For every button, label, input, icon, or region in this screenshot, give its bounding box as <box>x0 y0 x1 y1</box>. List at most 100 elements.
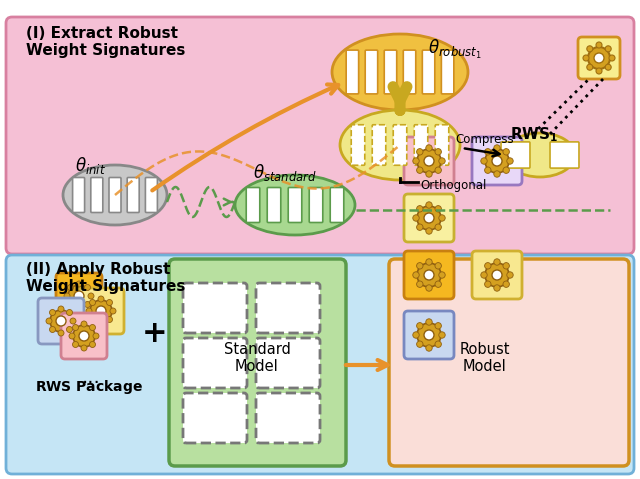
Circle shape <box>484 167 491 173</box>
Circle shape <box>84 285 90 291</box>
Circle shape <box>503 148 509 155</box>
Circle shape <box>72 342 79 347</box>
Circle shape <box>435 205 442 212</box>
Circle shape <box>494 145 500 151</box>
Circle shape <box>494 285 500 291</box>
Circle shape <box>435 224 442 230</box>
FancyBboxPatch shape <box>61 313 107 359</box>
Circle shape <box>413 332 419 338</box>
Circle shape <box>439 215 445 221</box>
Circle shape <box>494 259 500 265</box>
Circle shape <box>417 224 423 230</box>
Text: $\theta_{init}$: $\theta_{init}$ <box>75 155 106 176</box>
Text: Standard
Model: Standard Model <box>223 342 291 374</box>
FancyBboxPatch shape <box>550 142 579 168</box>
FancyBboxPatch shape <box>145 178 157 213</box>
Circle shape <box>98 320 104 326</box>
Circle shape <box>507 272 513 278</box>
FancyBboxPatch shape <box>169 259 346 466</box>
Circle shape <box>435 341 442 347</box>
Circle shape <box>76 305 82 311</box>
Circle shape <box>424 156 434 166</box>
FancyBboxPatch shape <box>472 137 522 185</box>
FancyBboxPatch shape <box>372 125 386 165</box>
FancyBboxPatch shape <box>442 50 454 94</box>
Circle shape <box>417 323 441 347</box>
Circle shape <box>417 167 423 173</box>
Circle shape <box>507 158 513 164</box>
FancyBboxPatch shape <box>246 187 260 223</box>
Text: $\theta_{robust_1}$: $\theta_{robust_1}$ <box>428 38 482 61</box>
Circle shape <box>492 270 502 280</box>
FancyBboxPatch shape <box>472 251 522 299</box>
Circle shape <box>67 309 72 316</box>
Circle shape <box>56 316 66 326</box>
FancyBboxPatch shape <box>127 178 140 213</box>
Text: +: + <box>142 319 168 347</box>
FancyBboxPatch shape <box>183 393 247 443</box>
FancyBboxPatch shape <box>6 255 634 474</box>
Ellipse shape <box>340 110 460 180</box>
FancyBboxPatch shape <box>404 194 454 242</box>
Circle shape <box>583 55 589 61</box>
Circle shape <box>417 262 423 269</box>
Text: $\mathbf{RWS_1}$: $\mathbf{RWS_1}$ <box>510 125 558 144</box>
Circle shape <box>426 319 432 325</box>
Circle shape <box>67 327 72 332</box>
Circle shape <box>494 171 500 177</box>
Circle shape <box>439 272 445 278</box>
Circle shape <box>596 68 602 74</box>
FancyBboxPatch shape <box>435 125 449 165</box>
Circle shape <box>503 167 509 173</box>
Circle shape <box>417 206 441 230</box>
Circle shape <box>90 317 95 322</box>
Circle shape <box>426 202 432 208</box>
Circle shape <box>426 228 432 234</box>
FancyBboxPatch shape <box>578 37 620 79</box>
FancyBboxPatch shape <box>404 137 454 185</box>
Circle shape <box>64 293 70 299</box>
Circle shape <box>88 293 94 299</box>
Circle shape <box>86 308 92 314</box>
FancyBboxPatch shape <box>288 187 302 223</box>
Circle shape <box>609 55 615 61</box>
Text: (I) Extract Robust
Weight Signatures: (I) Extract Robust Weight Signatures <box>26 26 186 58</box>
Circle shape <box>426 145 432 151</box>
Circle shape <box>90 299 95 306</box>
Text: (II) Apply Robust
Weight Signatures: (II) Apply Robust Weight Signatures <box>26 262 186 295</box>
Circle shape <box>485 149 509 173</box>
FancyBboxPatch shape <box>91 178 103 213</box>
Circle shape <box>110 308 116 314</box>
FancyBboxPatch shape <box>404 311 454 359</box>
Circle shape <box>73 325 95 347</box>
Circle shape <box>72 324 79 331</box>
Circle shape <box>484 148 491 155</box>
Circle shape <box>50 310 72 332</box>
Circle shape <box>74 291 84 301</box>
FancyBboxPatch shape <box>183 283 247 333</box>
FancyBboxPatch shape <box>109 178 121 213</box>
Circle shape <box>587 46 593 52</box>
Circle shape <box>435 167 442 173</box>
FancyBboxPatch shape <box>404 251 454 299</box>
Circle shape <box>70 318 76 324</box>
Circle shape <box>435 262 442 269</box>
Circle shape <box>84 301 90 308</box>
Text: Robust
Model: Robust Model <box>460 342 510 374</box>
FancyBboxPatch shape <box>384 50 397 94</box>
Text: ...: ... <box>82 368 100 387</box>
Circle shape <box>503 281 509 287</box>
Circle shape <box>424 213 434 223</box>
FancyBboxPatch shape <box>330 187 344 223</box>
FancyBboxPatch shape <box>183 338 247 388</box>
Circle shape <box>594 53 604 63</box>
Circle shape <box>596 42 602 48</box>
Circle shape <box>68 285 90 307</box>
Circle shape <box>417 323 423 329</box>
Ellipse shape <box>332 34 468 110</box>
Circle shape <box>426 285 432 291</box>
Circle shape <box>81 321 87 327</box>
FancyBboxPatch shape <box>346 50 358 94</box>
FancyBboxPatch shape <box>256 393 320 443</box>
FancyBboxPatch shape <box>365 50 378 94</box>
